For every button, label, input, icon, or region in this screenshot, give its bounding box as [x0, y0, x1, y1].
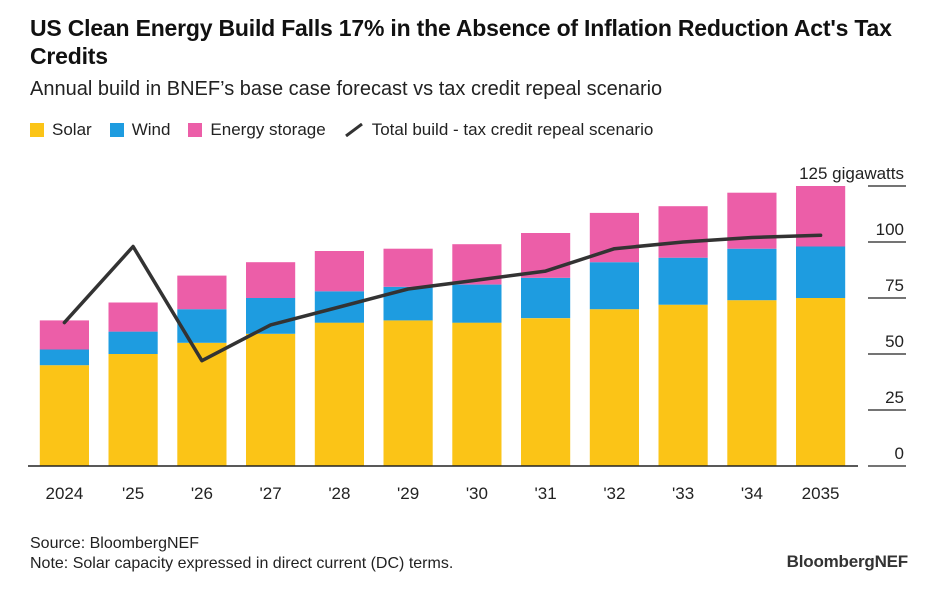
bar-layer: [28, 186, 858, 467]
bar-energy-storage-27: [246, 262, 296, 298]
legend-line-icon: [344, 123, 363, 137]
x-tick-label-33: '33: [672, 484, 694, 503]
bar-solar-30: [452, 322, 502, 466]
brand-logo: BloombergNEF: [786, 552, 909, 571]
source-note: Source: BloombergNEF Note: Solar capacit…: [30, 534, 453, 574]
source-text: Source: BloombergNEF: [30, 535, 199, 552]
bar-wind-26: [177, 309, 227, 343]
x-tick-label-27: '27: [260, 484, 282, 503]
bar-wind-32: [589, 262, 639, 310]
bar-wind-27: [246, 298, 296, 334]
bar-solar-34: [727, 300, 777, 466]
legend-swatch-wind: [109, 123, 124, 137]
y-tick-label-75: 75: [885, 276, 904, 295]
x-tick-label-26: '26: [191, 484, 213, 503]
chart-title: US Clean Energy Build Falls 17% in the A…: [30, 15, 892, 69]
legend-item-solar: Solar: [30, 120, 92, 140]
legend-label-solar: Solar: [52, 120, 92, 139]
chart-subtitle: Annual build in BNEF’s base case forecas…: [30, 78, 663, 100]
y-tick-label-50: 50: [885, 332, 904, 351]
bar-energy-storage-2024: [39, 320, 89, 350]
line-layer: [62, 233, 823, 363]
bar-wind-31: [521, 277, 571, 319]
bar-solar-28: [314, 322, 364, 466]
bar-solar-2024: [39, 365, 89, 466]
y-tick-label-25: 25: [885, 388, 904, 407]
bar-solar-26: [177, 342, 227, 466]
bar-wind-2024: [39, 349, 89, 366]
bar-solar-33: [658, 304, 708, 466]
bar-solar-25: [108, 354, 158, 466]
x-tick-label-29: '29: [397, 484, 419, 503]
bar-solar-31: [521, 318, 571, 466]
x-tick-label-28: '28: [328, 484, 350, 503]
bar-wind-34: [727, 248, 777, 301]
bar-energy-storage-25: [108, 302, 158, 332]
y-axis: 0 25 50 75 100 125 gigawatts: [799, 164, 906, 467]
legend-swatch-solar: [30, 123, 44, 137]
legend-item-wind: Wind: [109, 120, 171, 140]
x-tick-label-30: '30: [466, 484, 488, 503]
y-tick-label-0: 0: [895, 444, 904, 463]
x-tick-label-31: '31: [535, 484, 557, 503]
x-tick-label-2024: 2024: [45, 484, 83, 503]
bar-wind-30: [452, 284, 502, 323]
legend-label-total-build: Total build - tax credit repeal scenario: [371, 120, 654, 139]
y-tick-label-100: 100: [876, 220, 904, 239]
x-tick-label-34: '34: [741, 484, 763, 503]
bar-energy-storage-28: [314, 251, 364, 292]
line-total-build-repeal-scenario: [62, 233, 823, 363]
bar-wind-33: [658, 257, 708, 305]
x-axis: 2024 '25 '26 '27 '28 '29 '30 '31 '32 '33 '34 2035: [45, 484, 839, 503]
bar-wind-2035: [796, 246, 846, 298]
y-tick-label-125: 125 gigawatts: [799, 164, 904, 183]
bar-energy-storage-29: [383, 248, 433, 287]
x-tick-label-32: '32: [603, 484, 625, 503]
x-tick-label-25: '25: [122, 484, 144, 503]
legend-item-energy-storage: Energy storage: [188, 120, 326, 140]
x-tick-label-2035: 2035: [802, 484, 840, 503]
bar-solar-27: [246, 333, 296, 466]
legend-label-energy-storage: Energy storage: [210, 120, 326, 139]
note-text: Note: Solar capacity expressed in direct…: [30, 555, 454, 572]
bar-solar-2035: [796, 298, 846, 466]
legend-label-wind: Wind: [131, 120, 171, 139]
bar-solar-29: [383, 320, 433, 466]
bar-wind-25: [108, 331, 158, 354]
bar-solar-32: [589, 309, 639, 466]
legend: Solar Wind Energy storage Total build - …: [30, 120, 671, 140]
legend-item-total-build-line: Total build - tax credit repeal scenario: [344, 120, 654, 140]
bar-energy-storage-33: [658, 206, 708, 258]
legend-swatch-energy-storage: [188, 123, 203, 137]
bar-energy-storage-26: [177, 275, 227, 310]
